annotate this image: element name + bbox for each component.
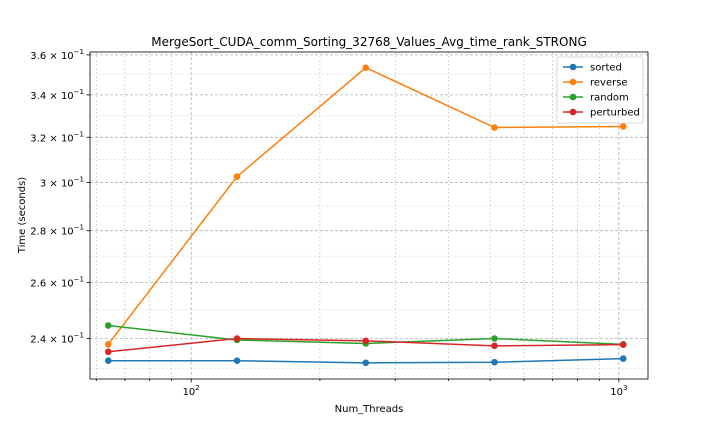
data-point-sorted [491,358,498,366]
data-point-sorted [233,357,241,365]
y-tick-label: 3 × 10−1 [40,175,84,189]
axes-layer [89,51,649,380]
legend-label: perturbed [590,108,640,119]
legend-label: sorted [590,63,622,74]
legend-swatch-marker [569,108,577,116]
data-point-random [491,335,498,342]
legend-box [556,56,644,124]
y-tick-label: 3.4 × 10−1 [30,88,84,102]
data-point-perturbed [104,348,112,356]
data-point-reverse [619,123,627,130]
x-tick-label: 103 [610,384,627,398]
data-point-perturbed [619,341,627,348]
data-point-sorted [619,355,627,362]
y-tick-times-ten: × 10 [46,279,73,290]
data-point-perturbed [233,335,241,342]
y-tick-exponent: −1 [74,175,84,183]
y-tick-exponent: −1 [74,332,84,340]
data-point-perturbed [491,342,498,350]
y-tick-label: 2.4 × 10−1 [30,332,84,346]
legend-swatch-marker [569,93,577,101]
data-point-reverse [491,124,498,131]
legend-label: reverse [590,78,628,89]
y-tick-label: 3.6 × 10−1 [30,48,84,62]
x-tick-base: 10 [183,387,196,398]
y-tick-times-ten: × 10 [46,227,73,238]
data-point-sorted [362,359,370,367]
y-tick-label: 2.8 × 10−1 [30,224,84,238]
y-tick-mantissa: 3.2 [30,133,46,144]
y-tick-times-ten: × 10 [46,91,73,102]
chart-title: MergeSort_CUDA_comm_Sorting_32768_Values… [151,35,587,49]
y-tick-mantissa: 3.6 [30,51,46,62]
data-point-perturbed [362,337,370,345]
y-tick-mantissa: 3 [40,178,46,189]
y-tick-mantissa: 2.4 [30,335,46,346]
y-tick-label: 2.6 × 10−1 [30,276,84,290]
data-point-reverse [233,173,241,180]
series-layer [104,64,627,367]
grid-layer [90,52,648,379]
y-tick-exponent: −1 [74,48,84,56]
legend-swatch-marker [569,78,577,86]
x-tick-base: 10 [610,387,623,398]
y-tick-times-ten: × 10 [46,335,73,346]
y-tick-mantissa: 2.6 [30,279,46,290]
y-tick-label: 3.2 × 10−1 [30,130,84,144]
y-tick-times-ten: × 10 [46,51,73,62]
x-tick-label: 102 [183,384,200,398]
y-tick-times-ten: × 10 [46,178,73,189]
y-tick-mantissa: 2.8 [30,227,46,238]
data-point-sorted [104,357,112,365]
legend-swatch-marker [569,63,577,71]
y-tick-exponent: −1 [74,224,84,232]
y-tick-exponent: −1 [74,276,84,284]
y-tick-mantissa: 3.4 [30,91,46,102]
legend-label: random [590,93,629,104]
data-point-reverse [362,64,370,71]
data-point-reverse [104,341,112,348]
x-tick-exponent: 3 [623,384,627,392]
x-axis-label: Num_Threads [335,404,404,415]
y-tick-times-ten: × 10 [46,133,73,144]
plot-frame [89,51,649,380]
data-point-random [104,322,112,329]
x-tick-exponent: 2 [195,384,199,392]
y-tick-exponent: −1 [74,130,84,138]
legend: sorted reverse random perturbed [556,56,644,124]
y-axis-label: Time (seconds) [17,177,28,254]
y-tick-exponent: −1 [74,88,84,96]
